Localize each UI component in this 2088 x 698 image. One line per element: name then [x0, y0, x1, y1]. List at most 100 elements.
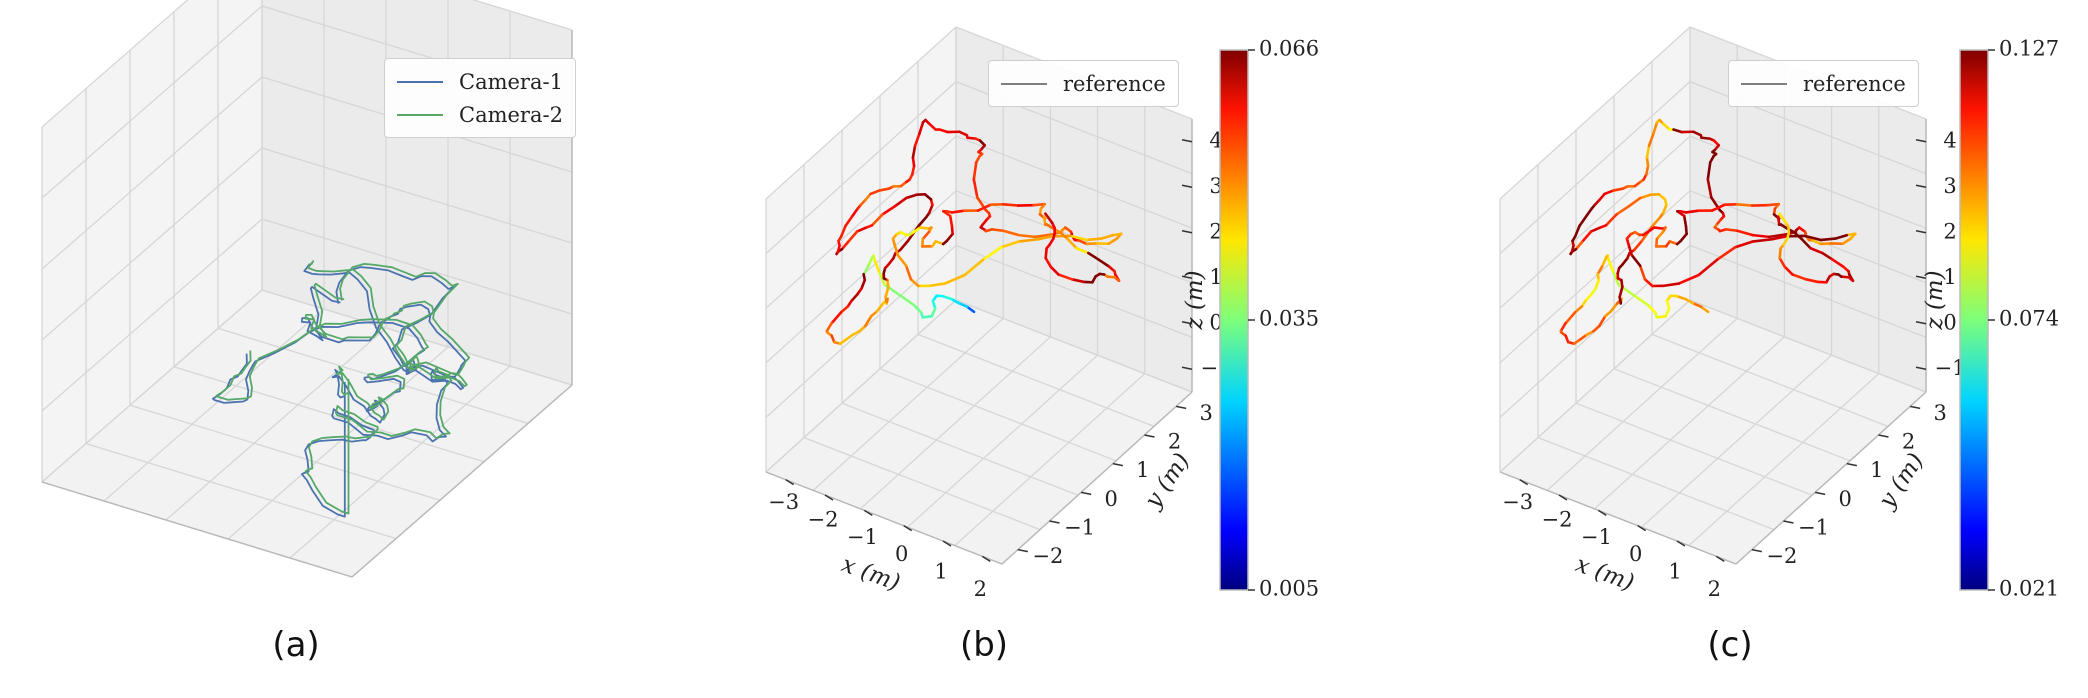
left-gridline-z-a-2: [41, 147, 263, 341]
floor-gridline-x-c-4: [1688, 373, 1880, 547]
trajectory-segment-c-161: [1645, 226, 1656, 234]
colorbar-c: [1959, 49, 1989, 591]
trajectory-segment-b-78: [851, 207, 860, 217]
trajectory-segment-b-148: [943, 273, 966, 285]
left-gridline-z-c-0: [1499, 299, 1691, 473]
trajectory-segment-b-122: [1001, 229, 1021, 237]
z-tick-mark-b-2: [1181, 275, 1193, 279]
back-gridline-z-a-5: [471, 0, 573, 31]
trajectory-segment-b-100: [958, 130, 969, 137]
y-tick-label-c-5: 3: [1933, 401, 1946, 425]
trajectory-segment-b-143: [1036, 235, 1054, 241]
trajectory-segment-c-219: [1778, 212, 1788, 225]
trajectory-segment-b-195: [1075, 246, 1090, 255]
x-axis-edge-b: [765, 471, 1003, 565]
x-tick-label-c-5: 2: [1708, 577, 1721, 601]
floor-gridline-x-c-3: [1641, 354, 1833, 528]
trajectory-segment-b-194: [1065, 237, 1078, 250]
trajectory-segment-c-212: [1778, 256, 1787, 269]
legend-swatch-camera-2: [397, 113, 443, 116]
trajectory-segment-c-83: [1611, 187, 1625, 192]
y-tick-mark-c-5: [1910, 405, 1921, 410]
trajectory-segment-b-43: [884, 285, 890, 299]
trajectory-segment-b-77: [844, 213, 855, 228]
trajectory-segment-c-144: [1751, 237, 1774, 243]
trajectory-segment-c-77: [1578, 213, 1589, 228]
trajectory-segment-c-153: [1630, 253, 1642, 268]
trajectory-segment-b-14: [877, 269, 886, 287]
back-gridline-z-a-2: [261, 147, 573, 244]
trajectory-segment-b-91: [911, 144, 917, 159]
floor-gridline-y-b-3: [879, 368, 1117, 462]
trajectory-segment-c-197: [1830, 257, 1845, 268]
trajectory-segment-b-171: [945, 232, 954, 243]
trajectory-segment-c-209: [1804, 278, 1820, 284]
x-tick-mark-c-0: [1519, 479, 1529, 486]
trajectory-segment-b-36: [863, 314, 873, 328]
x-tick-mark-b-0: [785, 479, 795, 486]
trajectory-segment-c-194: [1799, 237, 1812, 250]
trajectory-segment-c-68: [1580, 230, 1593, 244]
floor-gridline-y-a-2: [129, 404, 441, 501]
trajectory-segment-c-179: [1710, 203, 1727, 212]
trajectory-segment-c-25: [1573, 305, 1584, 314]
left-gridline-z-c-5: [1499, 26, 1691, 200]
trajectory-segment-c-14: [1611, 269, 1620, 287]
floor-gridline-x-b-4: [954, 373, 1146, 547]
trajectory-segment-b-193: [1058, 230, 1069, 240]
trajectory-segment-b-82: [869, 189, 881, 196]
trajectory-camera-2: [215, 260, 471, 515]
trajectory-segment-c-93: [1652, 120, 1659, 135]
trajectory-segment-c-191: [1779, 223, 1790, 231]
trajectory-segment-c-134: [1819, 242, 1833, 246]
trajectory-segment-b-89: [911, 164, 916, 176]
trajectory-segment-b-172: [950, 224, 954, 236]
trajectory-segment-b-212: [1044, 256, 1053, 269]
left-gridline-z-a-1: [41, 218, 263, 412]
trajectory-segment-b-111: [972, 177, 979, 199]
trajectory-segment-b-136: [1107, 237, 1119, 246]
y-tick-label-b-4: 2: [1168, 430, 1181, 454]
left-gridline-z-b-4: [765, 81, 957, 255]
trajectory-segment-c-211: [1783, 265, 1794, 276]
trajectory-segment-c-145: [1733, 240, 1754, 249]
trajectory-segment-c-15: [1607, 258, 1615, 273]
left-gridline-z-b-0: [765, 299, 957, 473]
trajectory-segment-c-193: [1792, 230, 1803, 240]
trajectory-segment-b-191: [1045, 223, 1056, 231]
trajectory-segment-c-65: [1604, 213, 1618, 227]
floor-gridline-y-c-4: [1651, 333, 1889, 428]
trajectory-camera-1: [212, 263, 467, 518]
x-tick-label-c-3: 0: [1629, 542, 1642, 566]
legend-label-camera-2: Camera-2: [459, 102, 563, 127]
y-axis-edge-c: [1735, 391, 1927, 565]
trajectory-segment-b-121: [990, 228, 1005, 233]
floor-gridline-y-b-2: [841, 402, 1079, 496]
left-gridline-z-a-3: [41, 76, 263, 270]
floor-gridline-x-a-3: [227, 346, 449, 540]
z-tick-mark-c-5: [1915, 139, 1927, 143]
y-tick-mark-c-2: [1815, 491, 1826, 496]
trajectory-segment-b-12: [899, 294, 916, 307]
trajectory-segment-b-1: [965, 305, 976, 314]
trajectory-segment-c-138: [1845, 232, 1857, 237]
left-gridline-z-c-3: [1499, 135, 1691, 309]
trajectory-segment-c-140: [1819, 237, 1837, 242]
trajectory-segment-c-213: [1778, 247, 1782, 260]
floor-gridline-y-c-3: [1613, 368, 1851, 462]
left-gridline-z-b-5: [765, 26, 957, 200]
x-tick-label-b-4: 1: [934, 560, 947, 584]
y-tick-label-c-3: 1: [1870, 458, 1883, 482]
y-tick-mark-b-5: [1176, 405, 1187, 410]
trajectory-segment-b-98: [938, 128, 949, 134]
floor-gridline-y-b-5: [955, 299, 1193, 393]
trajectory-segment-c-171: [1679, 232, 1688, 243]
back-gridline-z-c-1: [1689, 244, 1927, 339]
x-tick-label-c-2: −1: [1581, 525, 1612, 549]
trajectory-segment-b-68: [846, 230, 859, 244]
x-axis-edge-c: [1499, 471, 1737, 565]
trajectory-segment-c-177: [1684, 209, 1700, 214]
trajectory-segment-c-92: [1647, 132, 1655, 148]
floor-gridline-y-c-1: [1537, 436, 1775, 531]
